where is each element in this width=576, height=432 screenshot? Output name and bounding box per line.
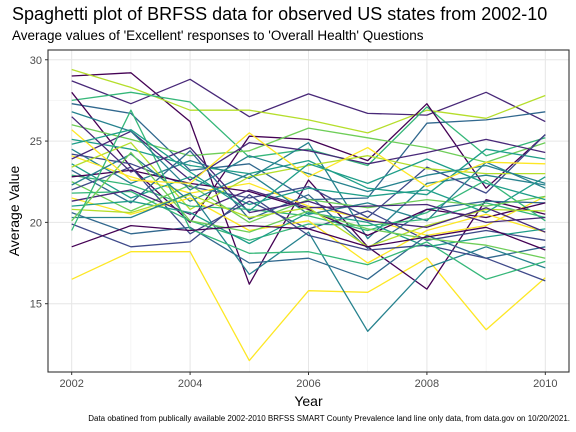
series-line-22 [71, 190, 546, 241]
chart-title: Spaghetti plot of BRFSS data for observe… [12, 4, 548, 24]
x-tick-label: 2004 [178, 378, 202, 390]
chart-caption: Data obatined from publically available … [88, 414, 570, 423]
series-line-12 [71, 155, 546, 237]
series-line-8 [71, 124, 546, 163]
series-line-14 [71, 163, 546, 214]
series-line-11 [71, 134, 546, 219]
series-line-5 [71, 91, 546, 167]
series-line-15 [71, 142, 546, 211]
series-line-20 [71, 153, 546, 222]
series-line-17 [71, 174, 546, 232]
y-tick-label: 25 [30, 136, 42, 148]
y-tick-label: 30 [30, 55, 42, 67]
series-line-35 [71, 129, 546, 188]
x-axis-title: Year [294, 393, 323, 409]
series-line-31 [71, 109, 546, 280]
chart-subtitle: Average values of 'Excellent' responses … [12, 28, 424, 43]
y-axis-title: Average Value [6, 166, 22, 257]
series-line-9 [71, 138, 546, 196]
series-line-19 [71, 181, 546, 224]
x-tick-label: 2002 [59, 378, 83, 390]
y-tick-label: 15 [30, 299, 42, 311]
series-line-33 [71, 116, 546, 233]
x-tick-label: 2008 [415, 378, 439, 390]
series-line-34 [71, 111, 546, 193]
series-line-29 [71, 151, 546, 259]
series-line-13 [71, 130, 546, 181]
series-line-30 [71, 194, 546, 282]
series-line-32 [71, 224, 546, 251]
series-line-25 [71, 200, 546, 248]
series-line-27 [71, 211, 546, 280]
series-line-1 [71, 251, 546, 362]
series-line-36 [71, 129, 546, 212]
series-lines [71, 68, 546, 362]
x-tick-label: 2010 [533, 378, 557, 390]
x-tick-label: 2006 [296, 378, 320, 390]
axis-ticks: 2002 2004 2006 2008 2010 15 20 25 30 [30, 55, 558, 390]
y-tick-label: 20 [30, 217, 42, 229]
